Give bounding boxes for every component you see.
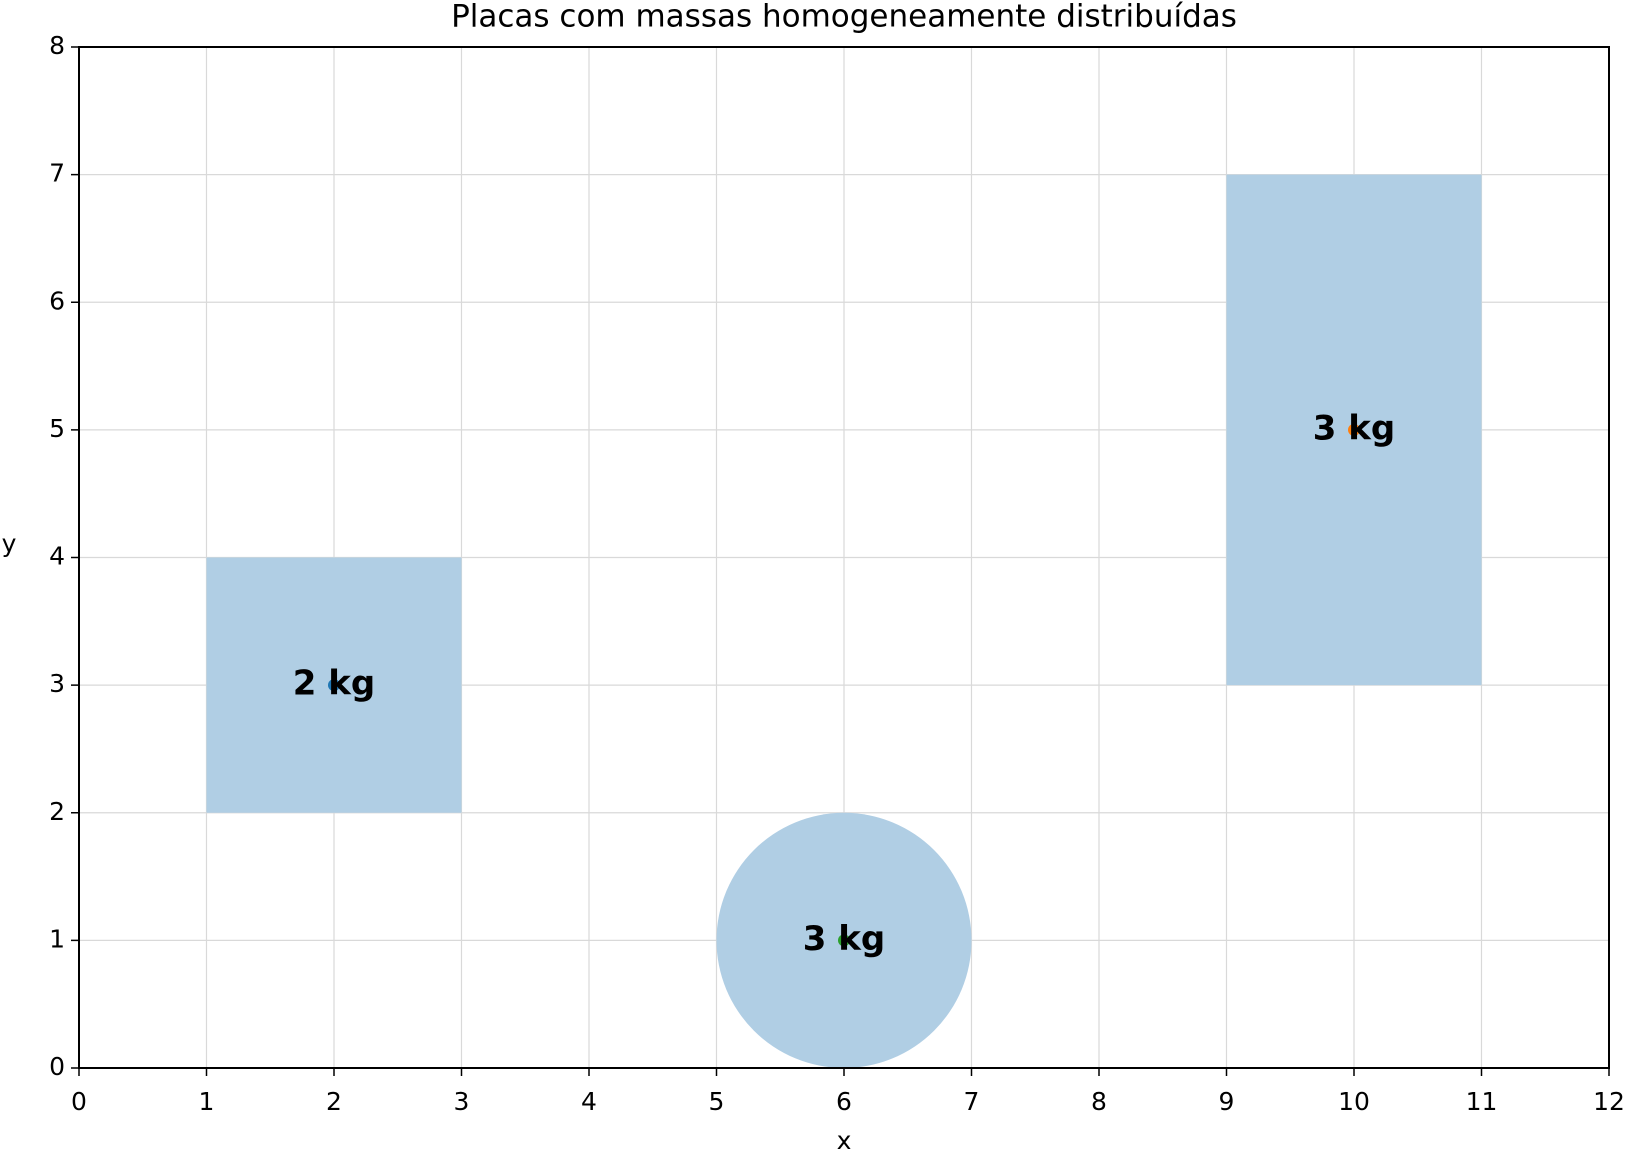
center-of-mass xyxy=(328,679,340,692)
x-tick-label: 0 xyxy=(71,1087,87,1116)
y-tick-label: 7 xyxy=(49,159,65,188)
x-tick-label: 1 xyxy=(199,1087,215,1116)
x-tick-label: 5 xyxy=(709,1087,725,1116)
x-tick-label: 9 xyxy=(1219,1087,1235,1116)
x-tick-label: 2 xyxy=(326,1087,342,1116)
mass-label: 3 kg xyxy=(803,919,885,959)
plot-frame xyxy=(78,46,1610,1069)
x-tick-label: 4 xyxy=(581,1087,597,1116)
x-tick-label: 3 xyxy=(454,1087,470,1116)
x-tick-label: 12 xyxy=(1593,1087,1625,1116)
y-axis-label: y xyxy=(2,529,17,558)
mass-label: 2 kg xyxy=(293,664,375,704)
y-tick-label: 8 xyxy=(49,31,65,60)
x-tick-label: 11 xyxy=(1466,1087,1498,1116)
x-axis-label: x xyxy=(837,1126,852,1155)
x-tick-label: 10 xyxy=(1338,1087,1370,1116)
center-of-mass xyxy=(1348,423,1360,436)
y-tick-label: 4 xyxy=(49,542,65,571)
y-tick-label: 1 xyxy=(49,924,65,953)
x-tick-label: 6 xyxy=(836,1087,852,1116)
x-tick-label: 8 xyxy=(1091,1087,1107,1116)
y-tick-label: 3 xyxy=(49,669,65,698)
mass-label: 3 kg xyxy=(1313,408,1395,448)
y-tick-label: 0 xyxy=(49,1052,65,1081)
y-tick-label: 5 xyxy=(49,414,65,443)
y-tick-label: 2 xyxy=(49,797,65,826)
chart-title: Placas com massas homogeneamente distrib… xyxy=(451,0,1237,35)
center-of-mass xyxy=(838,934,850,947)
x-tick-label: 7 xyxy=(964,1087,980,1116)
y-tick-label: 6 xyxy=(49,286,65,315)
